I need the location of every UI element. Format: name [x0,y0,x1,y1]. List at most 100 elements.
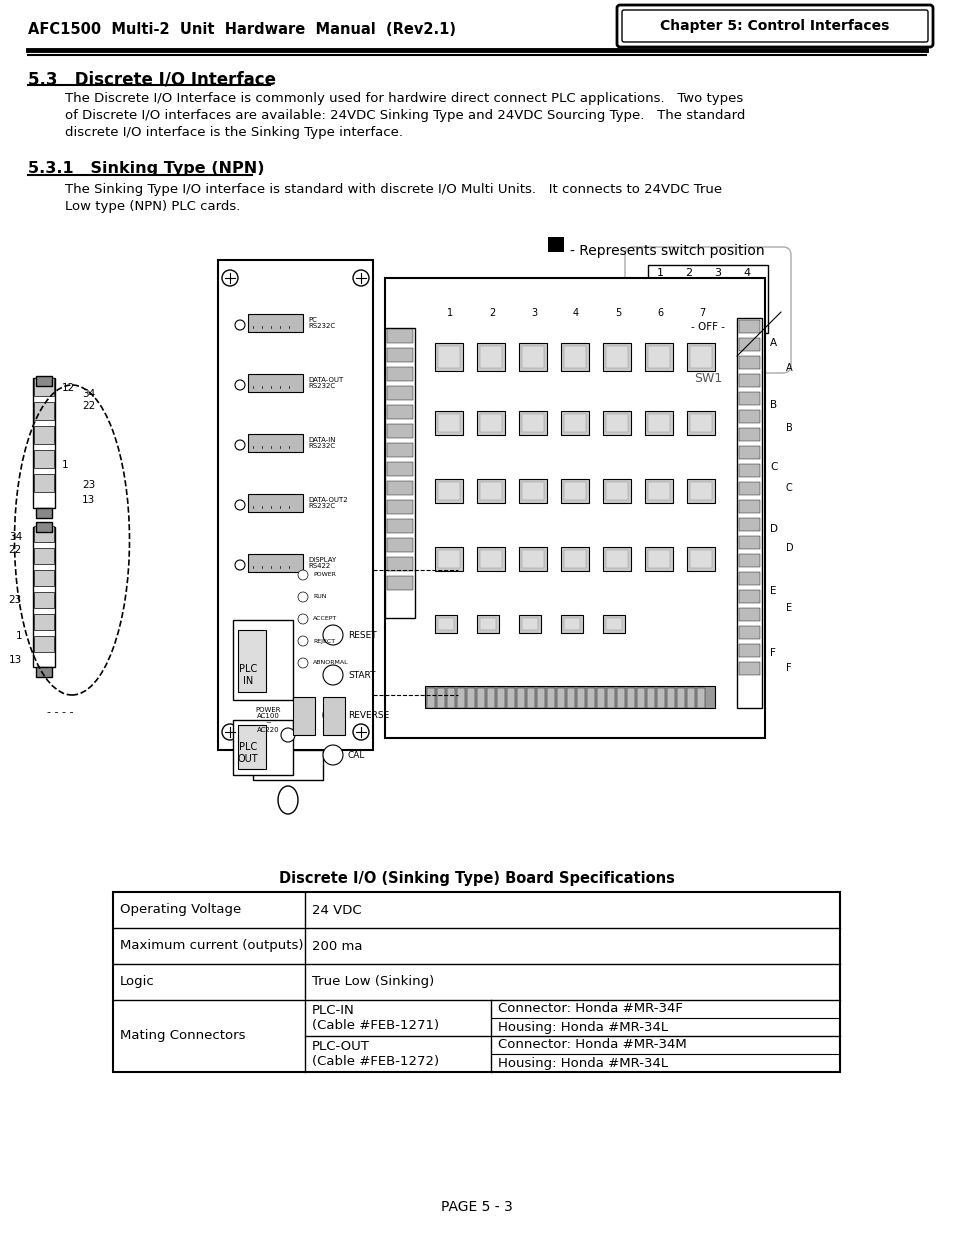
Text: POWER
AC100
~
AC220: POWER AC100 ~ AC220 [255,706,280,734]
Text: 23: 23 [9,595,22,605]
Bar [647,266,767,333]
Text: RESET: RESET [348,631,376,640]
Bar [248,374,303,391]
Bar [686,343,714,370]
Text: D: D [785,543,793,553]
Bar [521,414,543,432]
Text: 1: 1 [15,631,22,641]
Bar [387,557,413,571]
Bar [237,630,266,692]
Text: DATA-OUT2
RS232C: DATA-OUT2 RS232C [308,496,347,510]
Bar [506,688,515,708]
Bar [739,517,760,531]
Circle shape [281,727,294,742]
Bar [323,697,345,735]
Text: (Cable #FEB-1272): (Cable #FEB-1272) [312,1056,438,1068]
Bar [586,688,595,708]
Bar [34,426,54,445]
Bar [385,278,764,739]
Text: 5.3.1   Sinking Type (NPN): 5.3.1 Sinking Type (NPN) [28,161,264,177]
Text: PAGE 5 - 3: PAGE 5 - 3 [440,1200,513,1214]
Bar [253,750,323,781]
Bar [650,278,670,301]
Bar [537,688,544,708]
Bar [637,688,644,708]
Text: PLC
OUT: PLC OUT [237,742,258,763]
Bar [708,301,728,324]
Bar [387,500,413,514]
Text: The Discrete I/O Interface is commonly used for hardwire direct connect PLC appl: The Discrete I/O Interface is commonly u… [65,91,742,105]
Bar [739,626,760,638]
Text: PLC-IN: PLC-IN [312,1004,355,1016]
Circle shape [323,625,343,645]
Bar [387,387,413,400]
Bar [560,343,588,370]
Bar [739,410,760,424]
Bar [518,343,546,370]
Text: Maximum current (outputs): Maximum current (outputs) [120,940,303,952]
Circle shape [323,705,343,725]
Bar [689,482,711,500]
Text: 34: 34 [9,532,22,542]
Bar [476,343,504,370]
Bar [293,697,314,735]
Bar [476,547,504,571]
Text: E: E [769,585,776,597]
Bar [686,411,714,435]
Text: 12: 12 [62,383,75,393]
Circle shape [234,500,245,510]
Bar [560,479,588,503]
Text: RUN: RUN [313,594,326,599]
Bar [647,482,669,500]
Text: discrete I/O interface is the Sinking Type interface.: discrete I/O interface is the Sinking Ty… [65,126,402,140]
Bar [689,414,711,432]
Bar [644,547,672,571]
Bar [435,615,456,634]
Bar [689,550,711,568]
Text: Mating Connectors: Mating Connectors [120,1030,245,1042]
Bar [34,571,54,585]
Bar [34,378,54,396]
Bar [647,346,669,368]
Text: 34: 34 [82,389,95,399]
Text: F: F [785,663,791,673]
Bar [435,547,462,571]
Bar [437,482,459,500]
Bar [606,688,615,708]
Bar [560,411,588,435]
Bar [739,356,760,369]
Bar [557,688,564,708]
Bar [737,317,761,708]
Bar [646,688,655,708]
Bar [577,688,584,708]
Text: 3: 3 [714,268,720,278]
Circle shape [234,440,245,450]
Text: DATA-OUT
RS232C: DATA-OUT RS232C [308,377,343,389]
Circle shape [234,559,245,571]
Circle shape [297,614,308,624]
Bar [34,592,54,608]
Bar [739,429,760,441]
Bar [479,414,501,432]
Text: B: B [785,424,792,433]
Bar [647,550,669,568]
Bar [435,343,462,370]
Bar [563,618,579,630]
Bar [387,462,413,475]
Bar [387,329,413,343]
Bar [650,278,670,324]
Bar [387,424,413,438]
Text: E: E [785,603,791,613]
Circle shape [323,745,343,764]
Bar [233,720,293,776]
Bar [739,572,760,585]
Text: POWER: POWER [313,573,335,578]
Text: SW1: SW1 [693,373,721,385]
Bar [387,538,413,552]
Bar [677,688,684,708]
Text: Logic: Logic [120,976,154,988]
Bar [518,547,546,571]
Bar [387,576,413,590]
Text: Operating Voltage: Operating Voltage [120,904,241,916]
Text: Housing: Honda #MR-34L: Housing: Honda #MR-34L [497,1056,667,1070]
